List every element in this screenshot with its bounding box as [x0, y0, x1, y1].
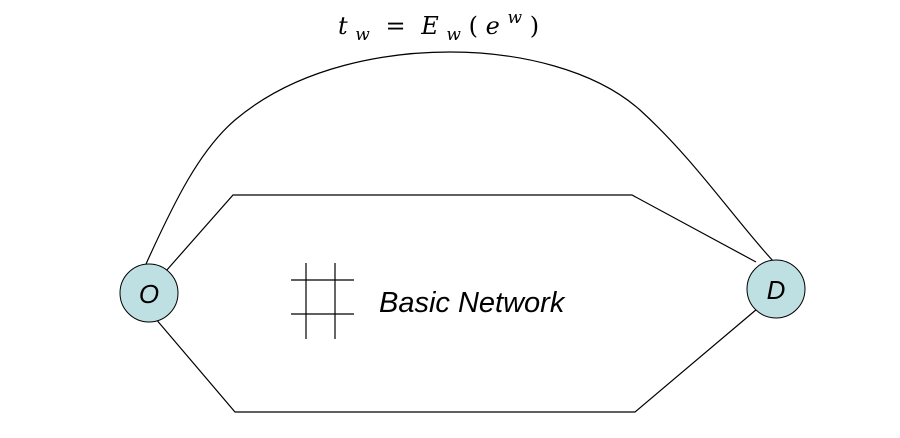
formula-e-superscript: w: [507, 8, 522, 28]
formula-t: t: [338, 12, 348, 40]
network-upper-edge: [165, 194, 757, 272]
destination-node-label: D: [767, 275, 786, 305]
formula-E-subscript: w: [446, 25, 461, 45]
formula-close-paren: ): [530, 12, 539, 40]
formula-t-subscript: w: [355, 25, 370, 45]
direct-arc-edge: [145, 51, 775, 265]
destination-node: D: [746, 259, 806, 319]
origin-node-label: O: [139, 279, 159, 309]
destination-node-circle: [746, 259, 806, 319]
arc-formula: t w = E w ( e w ): [338, 1, 539, 46]
origin-node-circle: [119, 263, 179, 323]
formula-open-paren: (: [469, 12, 478, 40]
grid-icon: [291, 263, 354, 339]
network-lower-edge: [154, 308, 758, 413]
network-label: Basic Network: [379, 287, 566, 319]
formula-equals: =: [386, 12, 406, 40]
origin-node: O: [119, 263, 179, 323]
formula-e: e: [486, 12, 500, 40]
formula-E: E: [420, 12, 439, 40]
